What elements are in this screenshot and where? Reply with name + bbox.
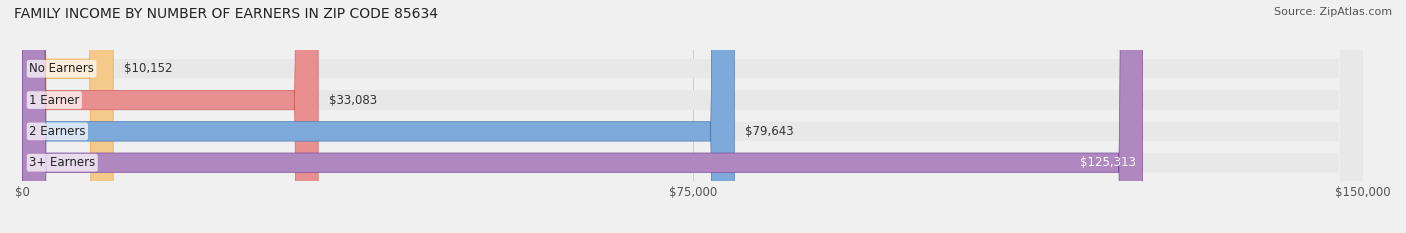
Text: Source: ZipAtlas.com: Source: ZipAtlas.com — [1274, 7, 1392, 17]
Text: No Earners: No Earners — [30, 62, 94, 75]
FancyBboxPatch shape — [22, 0, 1364, 233]
Text: FAMILY INCOME BY NUMBER OF EARNERS IN ZIP CODE 85634: FAMILY INCOME BY NUMBER OF EARNERS IN ZI… — [14, 7, 439, 21]
Text: 2 Earners: 2 Earners — [30, 125, 86, 138]
Text: $125,313: $125,313 — [1080, 156, 1136, 169]
FancyBboxPatch shape — [22, 0, 1364, 233]
Text: $10,152: $10,152 — [124, 62, 173, 75]
Text: $79,643: $79,643 — [745, 125, 793, 138]
Text: $33,083: $33,083 — [329, 94, 377, 106]
FancyBboxPatch shape — [22, 0, 1143, 233]
FancyBboxPatch shape — [22, 0, 1364, 233]
FancyBboxPatch shape — [22, 0, 734, 233]
FancyBboxPatch shape — [22, 0, 318, 233]
FancyBboxPatch shape — [22, 0, 1364, 233]
Text: 3+ Earners: 3+ Earners — [30, 156, 96, 169]
FancyBboxPatch shape — [22, 0, 112, 233]
Text: 1 Earner: 1 Earner — [30, 94, 80, 106]
